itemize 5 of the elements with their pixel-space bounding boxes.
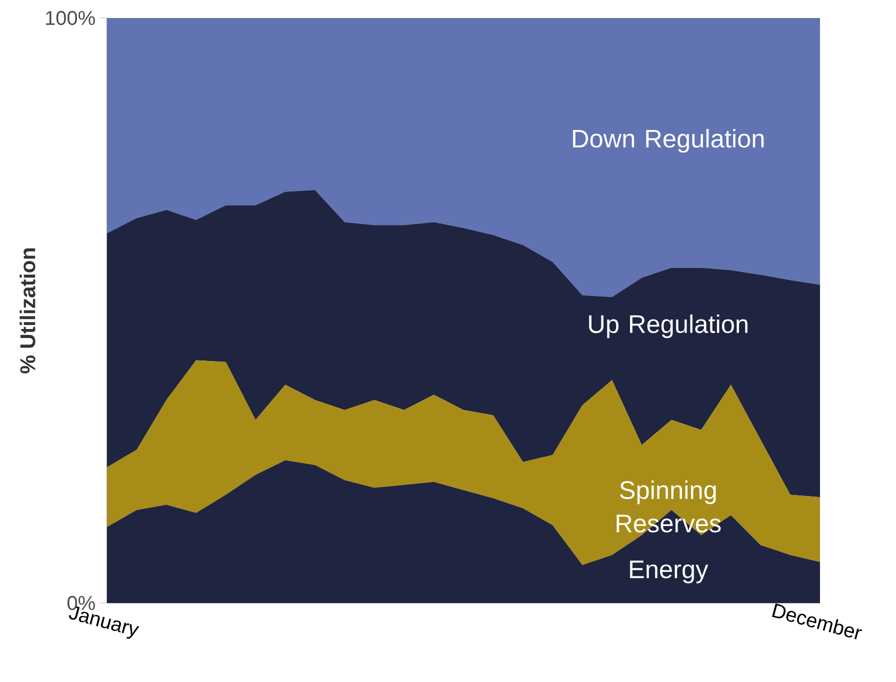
series-label: Energy xyxy=(630,560,708,584)
y-axis-title: % Utilization xyxy=(20,248,36,374)
y-tick-label: 100% xyxy=(46,10,95,26)
series-label: Up Regulation xyxy=(589,314,748,338)
series-label: Down Regulation xyxy=(573,129,764,153)
